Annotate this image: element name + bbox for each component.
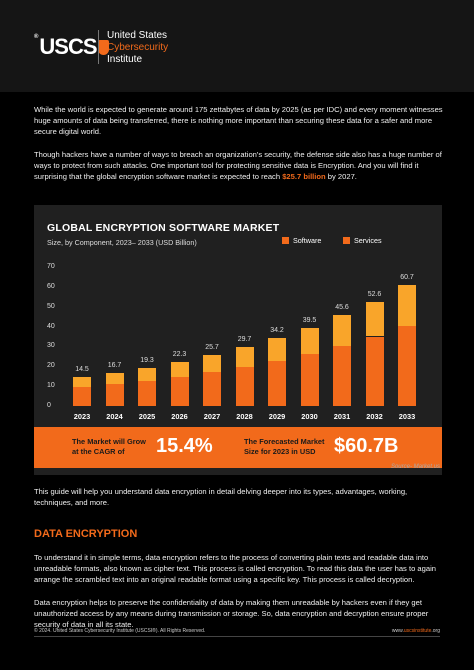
bar-software: [333, 345, 351, 406]
bar-software: [170, 376, 189, 406]
y-tick-label: 60: [47, 282, 55, 290]
page-footer: © 2024. United States Cybersecurity Inst…: [0, 626, 474, 670]
footer-divider: [34, 636, 440, 637]
guide-paragraph: This guide will help you understand data…: [34, 487, 408, 508]
bar-services: [203, 354, 221, 373]
bar-software: [365, 336, 384, 406]
x-tick-label: 2032: [366, 412, 383, 421]
x-tick-label: 2029: [268, 412, 286, 421]
org-name: United States Cybersecurity Institute: [107, 30, 169, 65]
bar-software: [235, 366, 254, 406]
bar-services: [73, 377, 91, 388]
bar-total-label: 19.3: [140, 356, 154, 364]
y-tick-label: 50: [47, 302, 55, 310]
website-link[interactable]: www.uscsinstitute.org: [391, 628, 440, 634]
bar-services: [235, 347, 254, 367]
legend-swatch-services: [343, 237, 350, 244]
legend-swatch-software: [282, 237, 289, 244]
bar-services: [365, 301, 384, 337]
encryption-paragraph-2: Data encryption helps to preserve the co…: [34, 598, 429, 630]
bar-software: [138, 380, 156, 406]
section-title: DATA ENCRYPTION: [34, 528, 138, 540]
bar-software: [73, 387, 91, 406]
x-tick-label: 2033: [398, 412, 416, 421]
intro-paragraph-2: Though hackers have a number of ways to …: [34, 150, 442, 182]
bar-services: [138, 367, 156, 381]
chart-source: Source- Market.us: [390, 464, 440, 470]
cagr-label: The Market will Grow at the CAGR of: [72, 437, 146, 456]
bar-services: [398, 285, 416, 326]
y-tick-label: 30: [47, 342, 55, 350]
bar-services: [105, 372, 124, 385]
bar-services: [170, 361, 189, 377]
bar-software: [203, 372, 221, 406]
legend-services: Services: [343, 236, 382, 245]
y-tick-label: 0: [47, 402, 51, 409]
chart-subtitle: Size, by Component, 2023– 2033 (USD Bill…: [47, 238, 197, 247]
x-tick-label: 2024: [106, 412, 123, 421]
bar-software: [398, 325, 416, 406]
bar-total-label: 25.7: [205, 343, 219, 351]
shield-icon: [97, 40, 109, 55]
x-tick-label: 2026: [171, 412, 188, 421]
bar-total-label: 14.5: [75, 366, 89, 374]
x-tick-label: 2027: [203, 412, 221, 421]
bar-total-label: 22.3: [172, 350, 187, 358]
y-tick-label: 10: [47, 382, 55, 390]
market-chart: GLOBAL ENCRYPTION SOFTWARE MARKET Size, …: [34, 205, 442, 475]
bar-services: [333, 315, 351, 346]
copyright: © 2024. United States Cybersecurity Inst…: [34, 628, 206, 634]
bar-software: [105, 384, 124, 406]
bar-services: [268, 338, 286, 361]
uscsi-logo: ®USCS: [34, 34, 109, 60]
logo-divider: [98, 30, 99, 64]
bar-total-label: 34.2: [270, 327, 284, 335]
cagr-value: 15.4%: [156, 435, 213, 457]
bar-total-label: 52.6: [367, 290, 382, 298]
x-tick-label: 2025: [138, 412, 156, 421]
encryption-paragraph-1: To understand it in simple terms, data e…: [34, 553, 436, 585]
bar-total-label: 16.7: [107, 361, 122, 369]
legend-software: Software: [282, 236, 321, 245]
y-tick-label: 20: [47, 362, 55, 370]
stats-callout: The Market will Grow at the CAGR of 15.4…: [34, 427, 442, 468]
x-tick-label: 2023: [73, 412, 91, 421]
market-size-value: $60.7B: [334, 435, 399, 457]
market-size-label: The Forecasted Market Size for 2023 in U…: [244, 437, 325, 456]
x-tick-label: 2031: [333, 412, 351, 421]
y-tick-label: 70: [47, 263, 55, 270]
bar-total-label: 45.6: [335, 304, 349, 312]
y-tick-label: 40: [47, 322, 55, 330]
chart-title: GLOBAL ENCRYPTION SOFTWARE MARKET: [47, 222, 280, 234]
bar-software: [268, 360, 286, 406]
bar-software: [300, 353, 319, 406]
intro-paragraph-1: While the world is expected to generate …: [34, 105, 443, 137]
bar-total-label: 39.5: [302, 316, 317, 324]
page-header: ®USCS United States Cybersecurity Instit…: [0, 0, 474, 92]
bar-total-label: 60.7: [400, 274, 414, 282]
bar-services: [300, 327, 319, 354]
x-tick-label: 2030: [301, 412, 318, 421]
market-value-highlight: $25.7 billion: [282, 172, 326, 182]
bar-total-label: 29.7: [237, 336, 252, 344]
x-tick-label: 2028: [236, 412, 253, 421]
